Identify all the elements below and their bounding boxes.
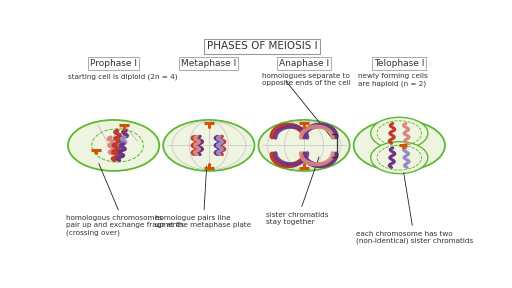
Circle shape: [371, 117, 428, 149]
Text: sister chromatids
stay together: sister chromatids stay together: [266, 157, 329, 225]
Text: Anaphase I: Anaphase I: [279, 59, 329, 68]
Circle shape: [259, 120, 350, 171]
Circle shape: [163, 120, 254, 171]
Circle shape: [371, 142, 428, 174]
Circle shape: [68, 120, 159, 171]
Text: homologues separate to
opposite ends of the cell: homologues separate to opposite ends of …: [262, 73, 351, 86]
Text: each chromosome has two
(non-identical) sister chromatids: each chromosome has two (non-identical) …: [356, 173, 473, 244]
Text: newly forming cells
are haploid (n = 2): newly forming cells are haploid (n = 2): [358, 73, 428, 87]
Text: PHASES OF MEIOSIS I: PHASES OF MEIOSIS I: [207, 41, 318, 51]
Text: homologous chromosomes
pair up and exchange fragments
(crossing over): homologous chromosomes pair up and excha…: [66, 164, 184, 236]
Text: Prophase I: Prophase I: [90, 59, 137, 68]
Text: Metaphase I: Metaphase I: [181, 59, 237, 68]
Text: starting cell is diploid (2n = 4): starting cell is diploid (2n = 4): [68, 73, 178, 80]
Text: homologue pairs line
up at the metaphase plate: homologue pairs line up at the metaphase…: [155, 166, 251, 228]
Text: Telophase I: Telophase I: [374, 59, 424, 68]
Circle shape: [354, 120, 445, 171]
